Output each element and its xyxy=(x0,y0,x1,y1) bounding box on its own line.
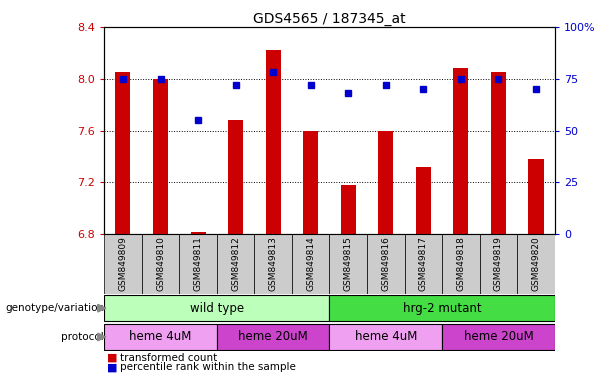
Text: GSM849816: GSM849816 xyxy=(381,236,390,291)
Text: GSM849817: GSM849817 xyxy=(419,236,428,291)
Bar xyxy=(378,131,394,234)
Bar xyxy=(517,234,555,294)
Bar xyxy=(330,234,367,294)
Bar xyxy=(254,234,292,294)
Bar xyxy=(491,72,506,234)
Text: GSM849814: GSM849814 xyxy=(306,236,315,291)
Bar xyxy=(405,234,442,294)
Text: genotype/variation: genotype/variation xyxy=(5,303,104,313)
Text: GSM849813: GSM849813 xyxy=(268,236,278,291)
Bar xyxy=(153,79,168,234)
Text: transformed count: transformed count xyxy=(120,353,217,362)
Title: GDS4565 / 187345_at: GDS4565 / 187345_at xyxy=(253,12,406,26)
Bar xyxy=(303,131,318,234)
Text: GSM849815: GSM849815 xyxy=(344,236,352,291)
Bar xyxy=(367,234,405,294)
Bar xyxy=(454,68,468,234)
Bar xyxy=(217,234,254,294)
Bar xyxy=(442,234,479,294)
Text: GSM849809: GSM849809 xyxy=(118,236,128,291)
Bar xyxy=(104,295,330,321)
Text: ■: ■ xyxy=(107,353,118,362)
Bar xyxy=(142,234,179,294)
Bar xyxy=(104,234,142,294)
Text: heme 20uM: heme 20uM xyxy=(238,331,308,343)
Bar xyxy=(416,167,431,234)
Bar xyxy=(442,324,555,350)
Text: ■: ■ xyxy=(107,362,118,372)
Bar xyxy=(217,324,330,350)
Text: heme 20uM: heme 20uM xyxy=(463,331,533,343)
Text: GSM849819: GSM849819 xyxy=(494,236,503,291)
Text: GSM849810: GSM849810 xyxy=(156,236,165,291)
Text: hrg-2 mutant: hrg-2 mutant xyxy=(403,302,481,314)
Text: heme 4uM: heme 4uM xyxy=(129,331,192,343)
Bar xyxy=(228,120,243,234)
Text: percentile rank within the sample: percentile rank within the sample xyxy=(120,362,295,372)
Bar xyxy=(180,234,217,294)
Bar xyxy=(330,295,555,321)
Text: heme 4uM: heme 4uM xyxy=(354,331,417,343)
Text: protocol: protocol xyxy=(61,332,104,342)
Text: GSM849811: GSM849811 xyxy=(194,236,202,291)
Bar xyxy=(292,234,330,294)
Text: GSM849820: GSM849820 xyxy=(531,236,541,291)
Text: GSM849812: GSM849812 xyxy=(231,236,240,291)
Bar xyxy=(341,185,356,234)
Bar xyxy=(104,324,217,350)
Bar xyxy=(115,72,131,234)
Bar xyxy=(191,232,205,234)
Bar xyxy=(479,234,517,294)
Bar xyxy=(265,50,281,234)
Bar xyxy=(330,324,442,350)
Text: GSM849818: GSM849818 xyxy=(457,236,465,291)
Bar xyxy=(528,159,544,234)
Text: wild type: wild type xyxy=(190,302,244,314)
